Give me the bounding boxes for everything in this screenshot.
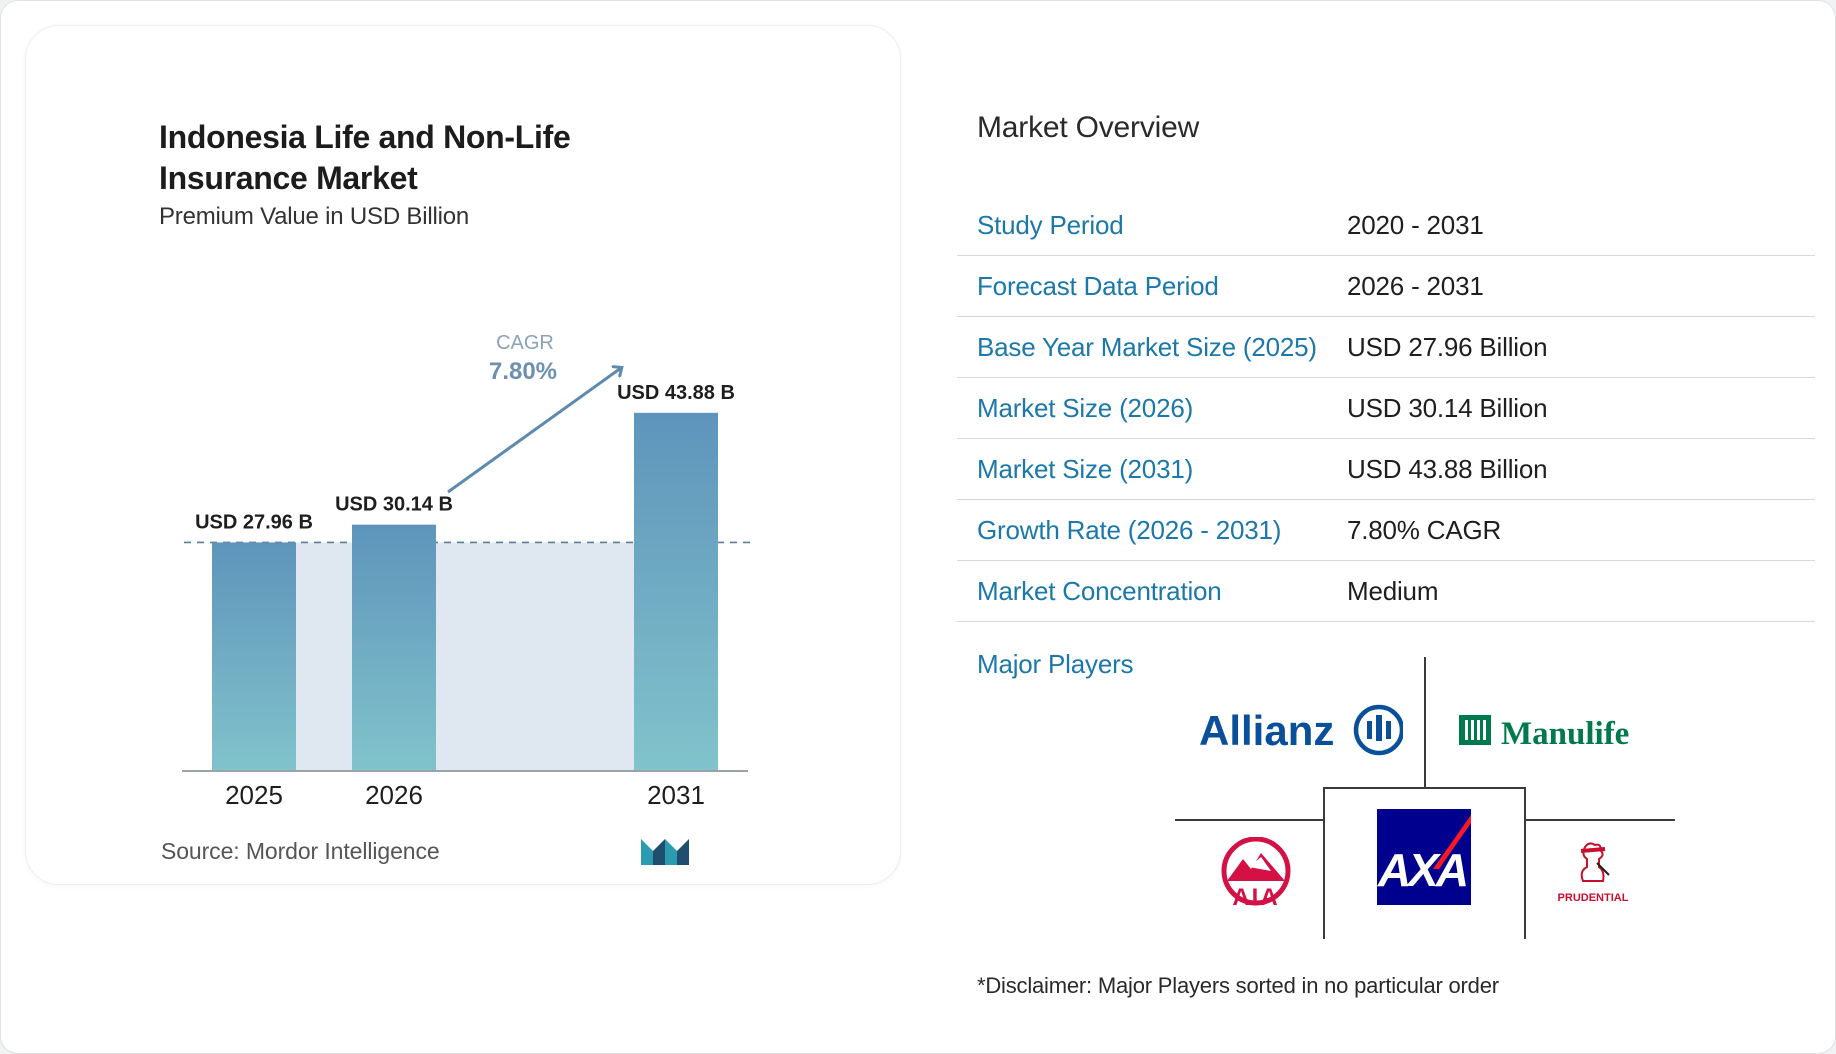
overview-row: Market Concentration Medium: [957, 561, 1815, 622]
overview-label: Market Concentration: [977, 575, 1222, 606]
chart-subtitle: Premium Value in USD Billion: [159, 203, 470, 230]
value-label: USD 43.88 B: [617, 382, 735, 404]
bar-chart: 2025 2026 2031 USD 27.96 B USD 30.14 B USD 4…: [182, 332, 751, 810]
logo-grid-divider: [1323, 787, 1325, 939]
allianz-logo: Allianz: [1199, 704, 1403, 756]
mordor-intelligence-logo: [641, 839, 689, 865]
overview-label: Forecast Data Period: [977, 270, 1219, 301]
overview-label: Study Period: [977, 209, 1124, 240]
chart-title: Indonesia Life and Non-Life Insurance Ma…: [159, 119, 571, 196]
overview-row: Base Year Market Size (2025) USD 27.96 Bi…: [957, 317, 1815, 378]
axa-logo: AXA: [1377, 809, 1471, 905]
logo-grid-divider: [1524, 787, 1526, 939]
overview-value: 2026 - 2031: [1347, 270, 1484, 301]
overview-value: USD 30.14 Billion: [1347, 392, 1548, 423]
overview-row: Study Period 2020 - 2031: [957, 195, 1815, 256]
bar-2026: [352, 524, 436, 770]
x-tick-label: 2025: [225, 780, 283, 810]
overview-value: USD 43.88 Billion: [1347, 453, 1548, 484]
cagr-value: 7.80%: [489, 358, 557, 385]
cagr-label: CAGR: [496, 332, 554, 354]
manulife-logo: Manulife: [1459, 715, 1629, 752]
overview-row: Forecast Data Period 2026 - 2031: [957, 256, 1815, 317]
market-overview-table: Study Period 2020 - 2031 Forecast Data Pe…: [957, 195, 1815, 622]
cagr-arrow: [447, 368, 621, 494]
value-label: USD 27.96 B: [195, 511, 313, 533]
value-label: USD 30.14 B: [335, 494, 453, 516]
overview-row: Market Size (2031) USD 43.88 Billion: [957, 439, 1815, 500]
overview-row: Market Size (2026) USD 30.14 Billion: [957, 378, 1815, 439]
axa-logo-text: AXA: [1377, 844, 1466, 896]
logo-grid-divider: [1175, 819, 1323, 821]
logo-grid-divider: [1323, 787, 1526, 789]
logo-grid-divider: [1424, 657, 1426, 787]
logo-grid-divider: [1526, 819, 1675, 821]
bar-2025: [212, 542, 296, 770]
overview-value: 7.80% CAGR: [1347, 514, 1502, 545]
allianz-logo-text: Allianz: [1199, 707, 1334, 754]
overview-row: Growth Rate (2026 - 2031) 7.80% CAGR: [957, 500, 1815, 561]
overview-value: Medium: [1347, 575, 1439, 606]
x-tick-label: 2026: [365, 780, 423, 810]
prudential-logo: PRUDENTIAL: [1558, 842, 1629, 904]
manulife-logo-text: Manulife: [1501, 716, 1629, 752]
x-tick-label: 2031: [647, 780, 705, 810]
overview-label: Market Size (2026): [977, 392, 1194, 423]
overview-label: Base Year Market Size (2025): [977, 331, 1317, 362]
overview-value: 2020 - 2031: [1347, 209, 1484, 240]
disclaimer: *Disclaimer: Major Players sorted in no …: [977, 973, 1499, 998]
overview-label: Market Size (2031): [977, 453, 1194, 484]
base-year-band: [296, 542, 634, 770]
aia-logo-text: AIA: [1232, 884, 1279, 911]
aia-logo: AIA: [1221, 837, 1291, 911]
overview-value: USD 27.96 Billion: [1347, 331, 1548, 362]
prudential-logo-text: PRUDENTIAL: [1558, 892, 1629, 904]
overview-label: Growth Rate (2026 - 2031): [977, 514, 1282, 545]
source-note: Source: Mordor Intelligence: [161, 838, 440, 864]
market-overview-title: Market Overview: [977, 111, 1200, 144]
major-players-title: Major Players: [977, 649, 1134, 679]
bar-2031: [634, 412, 718, 770]
